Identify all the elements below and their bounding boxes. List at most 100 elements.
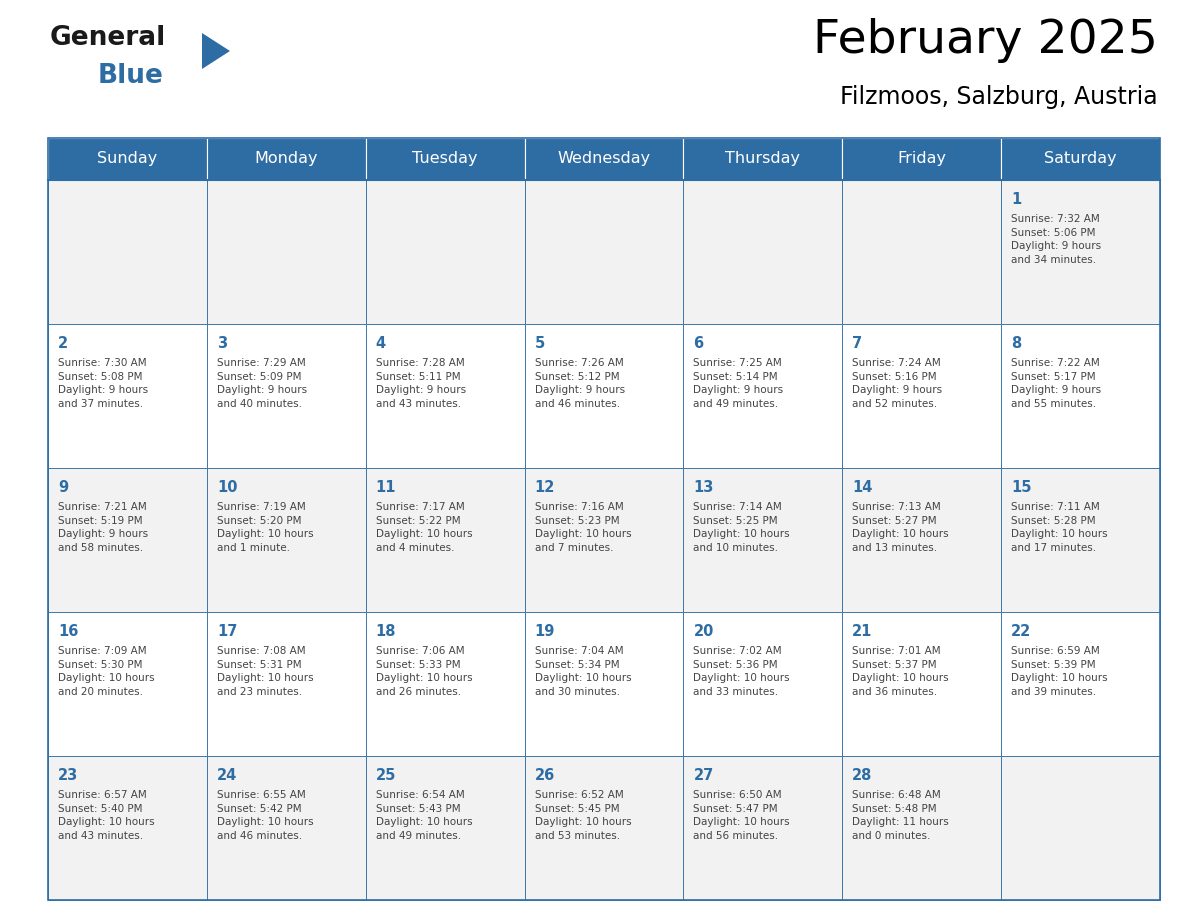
Bar bbox=[48, 324, 207, 468]
Text: 3: 3 bbox=[217, 336, 227, 351]
Bar bbox=[207, 756, 366, 900]
Bar bbox=[207, 138, 366, 180]
Text: 10: 10 bbox=[217, 480, 238, 495]
Bar bbox=[207, 468, 366, 612]
Text: Sunrise: 6:55 AM
Sunset: 5:42 PM
Daylight: 10 hours
and 46 minutes.: Sunrise: 6:55 AM Sunset: 5:42 PM Dayligh… bbox=[217, 790, 314, 841]
Text: Sunrise: 6:52 AM
Sunset: 5:45 PM
Daylight: 10 hours
and 53 minutes.: Sunrise: 6:52 AM Sunset: 5:45 PM Dayligh… bbox=[535, 790, 631, 841]
Text: Friday: Friday bbox=[897, 151, 946, 166]
Text: Sunrise: 7:17 AM
Sunset: 5:22 PM
Daylight: 10 hours
and 4 minutes.: Sunrise: 7:17 AM Sunset: 5:22 PM Dayligh… bbox=[375, 502, 473, 553]
Text: Sunrise: 7:01 AM
Sunset: 5:37 PM
Daylight: 10 hours
and 36 minutes.: Sunrise: 7:01 AM Sunset: 5:37 PM Dayligh… bbox=[852, 646, 949, 697]
Text: Sunrise: 7:22 AM
Sunset: 5:17 PM
Daylight: 9 hours
and 55 minutes.: Sunrise: 7:22 AM Sunset: 5:17 PM Dayligh… bbox=[1011, 358, 1101, 409]
Bar bbox=[683, 180, 842, 324]
Text: Sunrise: 7:06 AM
Sunset: 5:33 PM
Daylight: 10 hours
and 26 minutes.: Sunrise: 7:06 AM Sunset: 5:33 PM Dayligh… bbox=[375, 646, 473, 697]
Bar bbox=[48, 138, 207, 180]
Bar bbox=[525, 180, 683, 324]
Text: Saturday: Saturday bbox=[1044, 151, 1117, 166]
Bar bbox=[48, 468, 207, 612]
Bar bbox=[525, 756, 683, 900]
Bar bbox=[525, 612, 683, 756]
Text: Wednesday: Wednesday bbox=[557, 151, 651, 166]
Bar bbox=[525, 468, 683, 612]
Text: 11: 11 bbox=[375, 480, 397, 495]
Text: 12: 12 bbox=[535, 480, 555, 495]
Text: Sunrise: 7:19 AM
Sunset: 5:20 PM
Daylight: 10 hours
and 1 minute.: Sunrise: 7:19 AM Sunset: 5:20 PM Dayligh… bbox=[217, 502, 314, 553]
Bar bbox=[207, 324, 366, 468]
Bar bbox=[842, 138, 1001, 180]
Bar bbox=[48, 612, 207, 756]
Bar bbox=[842, 612, 1001, 756]
Text: Sunrise: 7:30 AM
Sunset: 5:08 PM
Daylight: 9 hours
and 37 minutes.: Sunrise: 7:30 AM Sunset: 5:08 PM Dayligh… bbox=[58, 358, 148, 409]
Text: 20: 20 bbox=[694, 624, 714, 639]
Bar bbox=[683, 138, 842, 180]
Text: 26: 26 bbox=[535, 768, 555, 783]
Bar bbox=[48, 756, 207, 900]
Text: Sunrise: 7:11 AM
Sunset: 5:28 PM
Daylight: 10 hours
and 17 minutes.: Sunrise: 7:11 AM Sunset: 5:28 PM Dayligh… bbox=[1011, 502, 1107, 553]
Text: Sunrise: 7:16 AM
Sunset: 5:23 PM
Daylight: 10 hours
and 7 minutes.: Sunrise: 7:16 AM Sunset: 5:23 PM Dayligh… bbox=[535, 502, 631, 553]
Text: 8: 8 bbox=[1011, 336, 1022, 351]
Text: Sunrise: 7:02 AM
Sunset: 5:36 PM
Daylight: 10 hours
and 33 minutes.: Sunrise: 7:02 AM Sunset: 5:36 PM Dayligh… bbox=[694, 646, 790, 697]
Text: General: General bbox=[50, 25, 166, 51]
Text: Blue: Blue bbox=[97, 63, 164, 89]
Text: 23: 23 bbox=[58, 768, 78, 783]
Bar bbox=[1001, 180, 1159, 324]
Bar bbox=[1001, 324, 1159, 468]
Text: Tuesday: Tuesday bbox=[412, 151, 478, 166]
Text: Sunrise: 7:21 AM
Sunset: 5:19 PM
Daylight: 9 hours
and 58 minutes.: Sunrise: 7:21 AM Sunset: 5:19 PM Dayligh… bbox=[58, 502, 148, 553]
Text: 14: 14 bbox=[852, 480, 873, 495]
Text: Sunrise: 6:59 AM
Sunset: 5:39 PM
Daylight: 10 hours
and 39 minutes.: Sunrise: 6:59 AM Sunset: 5:39 PM Dayligh… bbox=[1011, 646, 1107, 697]
Text: Sunrise: 7:24 AM
Sunset: 5:16 PM
Daylight: 9 hours
and 52 minutes.: Sunrise: 7:24 AM Sunset: 5:16 PM Dayligh… bbox=[852, 358, 942, 409]
Text: Sunrise: 6:50 AM
Sunset: 5:47 PM
Daylight: 10 hours
and 56 minutes.: Sunrise: 6:50 AM Sunset: 5:47 PM Dayligh… bbox=[694, 790, 790, 841]
Bar bbox=[683, 612, 842, 756]
Text: Sunrise: 7:26 AM
Sunset: 5:12 PM
Daylight: 9 hours
and 46 minutes.: Sunrise: 7:26 AM Sunset: 5:12 PM Dayligh… bbox=[535, 358, 625, 409]
Bar bbox=[525, 138, 683, 180]
Text: Sunrise: 7:29 AM
Sunset: 5:09 PM
Daylight: 9 hours
and 40 minutes.: Sunrise: 7:29 AM Sunset: 5:09 PM Dayligh… bbox=[217, 358, 307, 409]
Text: Sunrise: 7:09 AM
Sunset: 5:30 PM
Daylight: 10 hours
and 20 minutes.: Sunrise: 7:09 AM Sunset: 5:30 PM Dayligh… bbox=[58, 646, 154, 697]
Text: Thursday: Thursday bbox=[726, 151, 801, 166]
Text: 21: 21 bbox=[852, 624, 873, 639]
Text: 4: 4 bbox=[375, 336, 386, 351]
Text: Sunday: Sunday bbox=[97, 151, 158, 166]
Text: Sunrise: 7:13 AM
Sunset: 5:27 PM
Daylight: 10 hours
and 13 minutes.: Sunrise: 7:13 AM Sunset: 5:27 PM Dayligh… bbox=[852, 502, 949, 553]
Text: 24: 24 bbox=[217, 768, 238, 783]
Text: Sunrise: 7:08 AM
Sunset: 5:31 PM
Daylight: 10 hours
and 23 minutes.: Sunrise: 7:08 AM Sunset: 5:31 PM Dayligh… bbox=[217, 646, 314, 697]
Bar bbox=[366, 138, 525, 180]
Text: 7: 7 bbox=[852, 336, 862, 351]
Bar bbox=[366, 468, 525, 612]
Text: 19: 19 bbox=[535, 624, 555, 639]
Text: 25: 25 bbox=[375, 768, 396, 783]
Polygon shape bbox=[202, 33, 230, 69]
Text: 16: 16 bbox=[58, 624, 78, 639]
Bar bbox=[842, 324, 1001, 468]
Text: Monday: Monday bbox=[254, 151, 318, 166]
Bar bbox=[683, 756, 842, 900]
Bar bbox=[1001, 138, 1159, 180]
Text: 6: 6 bbox=[694, 336, 703, 351]
Text: 1: 1 bbox=[1011, 192, 1022, 207]
Bar bbox=[48, 138, 1159, 900]
Bar bbox=[842, 756, 1001, 900]
Text: Sunrise: 7:25 AM
Sunset: 5:14 PM
Daylight: 9 hours
and 49 minutes.: Sunrise: 7:25 AM Sunset: 5:14 PM Dayligh… bbox=[694, 358, 784, 409]
Text: 9: 9 bbox=[58, 480, 68, 495]
Bar bbox=[366, 180, 525, 324]
Bar bbox=[683, 468, 842, 612]
Text: 13: 13 bbox=[694, 480, 714, 495]
Text: 27: 27 bbox=[694, 768, 714, 783]
Text: 18: 18 bbox=[375, 624, 397, 639]
Bar bbox=[842, 468, 1001, 612]
Bar bbox=[366, 324, 525, 468]
Text: February 2025: February 2025 bbox=[813, 18, 1158, 63]
Bar bbox=[366, 612, 525, 756]
Text: Sunrise: 6:57 AM
Sunset: 5:40 PM
Daylight: 10 hours
and 43 minutes.: Sunrise: 6:57 AM Sunset: 5:40 PM Dayligh… bbox=[58, 790, 154, 841]
Text: 22: 22 bbox=[1011, 624, 1031, 639]
Bar bbox=[207, 180, 366, 324]
Bar bbox=[683, 324, 842, 468]
Text: 17: 17 bbox=[217, 624, 238, 639]
Bar bbox=[1001, 612, 1159, 756]
Text: 28: 28 bbox=[852, 768, 873, 783]
Bar bbox=[366, 756, 525, 900]
Bar bbox=[48, 180, 207, 324]
Bar bbox=[842, 180, 1001, 324]
Bar bbox=[1001, 468, 1159, 612]
Text: 5: 5 bbox=[535, 336, 545, 351]
Text: Sunrise: 7:14 AM
Sunset: 5:25 PM
Daylight: 10 hours
and 10 minutes.: Sunrise: 7:14 AM Sunset: 5:25 PM Dayligh… bbox=[694, 502, 790, 553]
